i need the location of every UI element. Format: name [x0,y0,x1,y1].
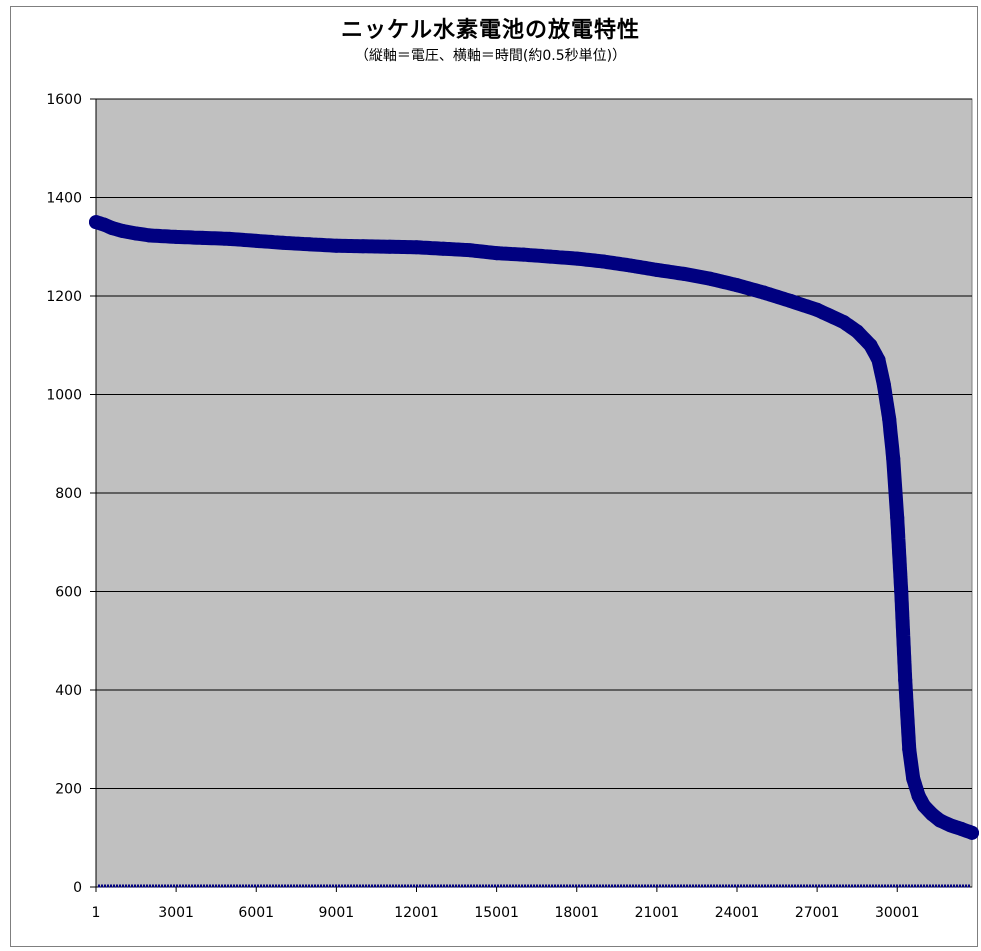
data-point [142,228,157,243]
data-point [623,258,638,273]
y-tick-label: 1400 [46,191,82,207]
data-point [886,451,901,466]
x-tick-label: 30001 [875,905,920,921]
chart-title: ニッケル水素電池の放電特性 [340,18,640,43]
data-point [756,285,771,300]
data-point [932,813,947,828]
data-point [596,254,611,269]
x-tick-label: 1 [92,905,101,921]
data-point [810,302,825,317]
x-tick-label: 27001 [795,905,840,921]
data-point [275,235,290,250]
y-tick-label: 600 [55,585,82,601]
data-point [489,246,504,261]
y-tick-label: 1200 [46,289,82,305]
data-point [898,673,913,688]
data-point [894,584,909,599]
data-point [871,353,886,368]
data-point [302,237,317,252]
x-tick-label: 21001 [635,905,680,921]
data-point [329,238,344,253]
data-point [902,742,917,757]
data-point [115,223,130,238]
chart-subtitle: （縦軸＝電圧、横軸＝時間(約0.5秒単位)） [354,48,627,64]
data-point [850,324,865,339]
data-point [169,229,184,244]
data-point [195,230,210,245]
data-point [783,293,798,308]
y-tick-label: 800 [55,486,82,502]
data-point [863,338,878,353]
x-tick-label: 9001 [319,905,355,921]
data-point [409,240,424,255]
data-point [954,821,969,836]
data-point [943,818,958,833]
data-point [436,241,451,256]
data-point [649,262,664,277]
data-point [382,239,397,254]
data-point [729,278,744,293]
y-tick-label: 1600 [46,92,82,108]
data-point [836,315,851,330]
data-point [882,412,897,427]
data-point [516,247,531,262]
data-point [965,825,979,840]
data-point [222,231,237,246]
data-point [906,771,921,786]
y-tick-label: 400 [55,683,82,699]
data-point [104,221,119,236]
x-tick-label: 15001 [474,905,519,921]
y-tick-label: 1000 [46,388,82,404]
x-tick-label: 18001 [554,905,599,921]
data-point [462,243,477,258]
x-tick-label: 12001 [394,905,439,921]
data-point [249,233,264,248]
x-tick-label: 3001 [158,905,194,921]
y-tick-label: 200 [55,782,82,798]
data-point [356,239,371,254]
data-point [569,251,584,266]
data-point [676,266,691,281]
data-point [129,226,144,241]
data-point [543,249,558,264]
x-tick-label: 24001 [715,905,760,921]
y-tick-label: 0 [73,880,82,896]
data-point [876,377,891,392]
x-tick-label: 6001 [238,905,274,921]
data-point [890,510,905,525]
data-point [703,271,718,286]
